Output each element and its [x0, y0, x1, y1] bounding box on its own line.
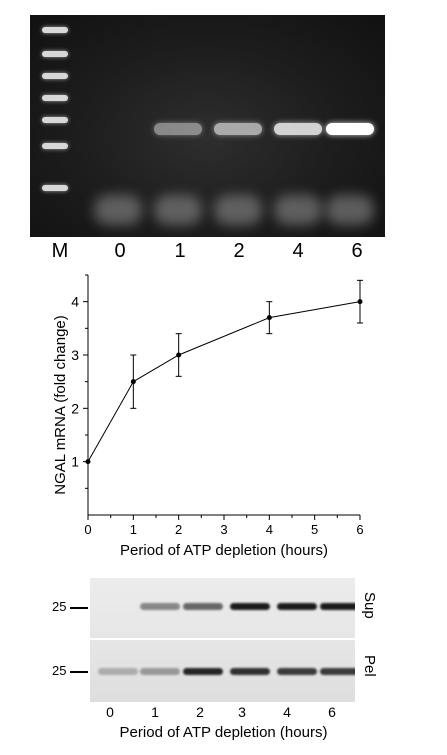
- x-tick-label: 5: [311, 522, 318, 537]
- pel-band: [183, 668, 223, 675]
- x-axis-label: Period of ATP depletion (hours): [120, 542, 328, 559]
- data-point: [357, 299, 363, 305]
- x-tick-label: 4: [266, 522, 273, 537]
- ngal-pcr-band: [214, 123, 262, 135]
- gel-lane-label: M: [51, 240, 69, 262]
- pel-band: [98, 668, 138, 675]
- pel-band: [140, 668, 180, 675]
- ladder-band: [42, 185, 68, 191]
- agarose-gel: [30, 15, 385, 237]
- primer-dimer-smear: [274, 195, 322, 225]
- y-tick-label: 1: [71, 454, 79, 470]
- blot-x-axis-label: Period of ATP depletion (hours): [119, 724, 328, 741]
- data-point: [130, 379, 136, 385]
- y-tick-label: 4: [71, 294, 79, 310]
- pel-band: [230, 668, 270, 675]
- primer-dimer-smear: [214, 195, 262, 225]
- series-line: [87, 301, 361, 462]
- ladder-band: [42, 95, 68, 101]
- pel-band: [277, 668, 317, 675]
- ladder-band: [42, 117, 68, 123]
- data-point: [176, 352, 182, 358]
- primer-dimer-smear: [154, 195, 202, 225]
- data-point: [266, 315, 272, 321]
- sup-band: [183, 603, 223, 610]
- western-blot-pellet: [90, 640, 355, 702]
- sup-band: [320, 603, 355, 610]
- sup-label: Sup: [361, 592, 378, 619]
- ladder-band: [42, 73, 68, 79]
- ngal-pcr-band: [154, 123, 202, 135]
- sup-band: [230, 603, 270, 610]
- x-tick-label: 1: [130, 522, 137, 537]
- gel-lane-label: 1: [174, 240, 186, 262]
- x-tick-label: 0: [84, 522, 91, 537]
- western-blot-supernatant: [90, 578, 355, 638]
- x-tick-label: 6: [356, 522, 363, 537]
- gel-lane-label: 2: [233, 240, 245, 262]
- y-axis-label: NGAL mRNA (fold change): [52, 315, 69, 495]
- mw-marker-label-sup: 25: [52, 599, 67, 614]
- ngal-pcr-band: [274, 123, 322, 135]
- ladder-band: [42, 27, 68, 33]
- y-tick-label: 3: [71, 347, 79, 363]
- data-point: [85, 459, 91, 465]
- ngal-mrna-line-chart: 1 2 3 4 0 1 2 3 4 5 6 Period of ATP depletion (hour…: [52, 274, 364, 559]
- gel-lane-label: 0: [114, 240, 126, 262]
- mw-marker-label-pel: 25: [52, 663, 67, 678]
- ladder-band: [42, 143, 68, 149]
- primer-dimer-smear: [326, 195, 374, 225]
- y-tick-label: 2: [71, 400, 79, 416]
- blot-lane-label: 1: [151, 704, 159, 720]
- ngal-pcr-band: [326, 123, 374, 135]
- pel-label: Pel: [361, 655, 378, 677]
- blot-lane-label: 6: [328, 704, 336, 720]
- mw-marker-tick-pel: [70, 671, 88, 673]
- blot-lane-label: 0: [106, 704, 114, 720]
- pel-band: [320, 668, 355, 675]
- x-tick-label: 2: [175, 522, 182, 537]
- sup-band: [140, 603, 180, 610]
- mw-marker-tick-sup: [70, 607, 88, 609]
- blot-lane-label: 4: [283, 704, 291, 720]
- x-tick-label: 3: [220, 522, 227, 537]
- primer-dimer-smear: [94, 195, 142, 225]
- gel-lane-label: 4: [292, 240, 304, 262]
- ladder-band: [42, 51, 68, 57]
- blot-lane-label: 3: [238, 704, 246, 720]
- gel-lane-label: 6: [351, 240, 363, 262]
- blot-lane-label: 2: [196, 704, 204, 720]
- sup-band: [277, 603, 317, 610]
